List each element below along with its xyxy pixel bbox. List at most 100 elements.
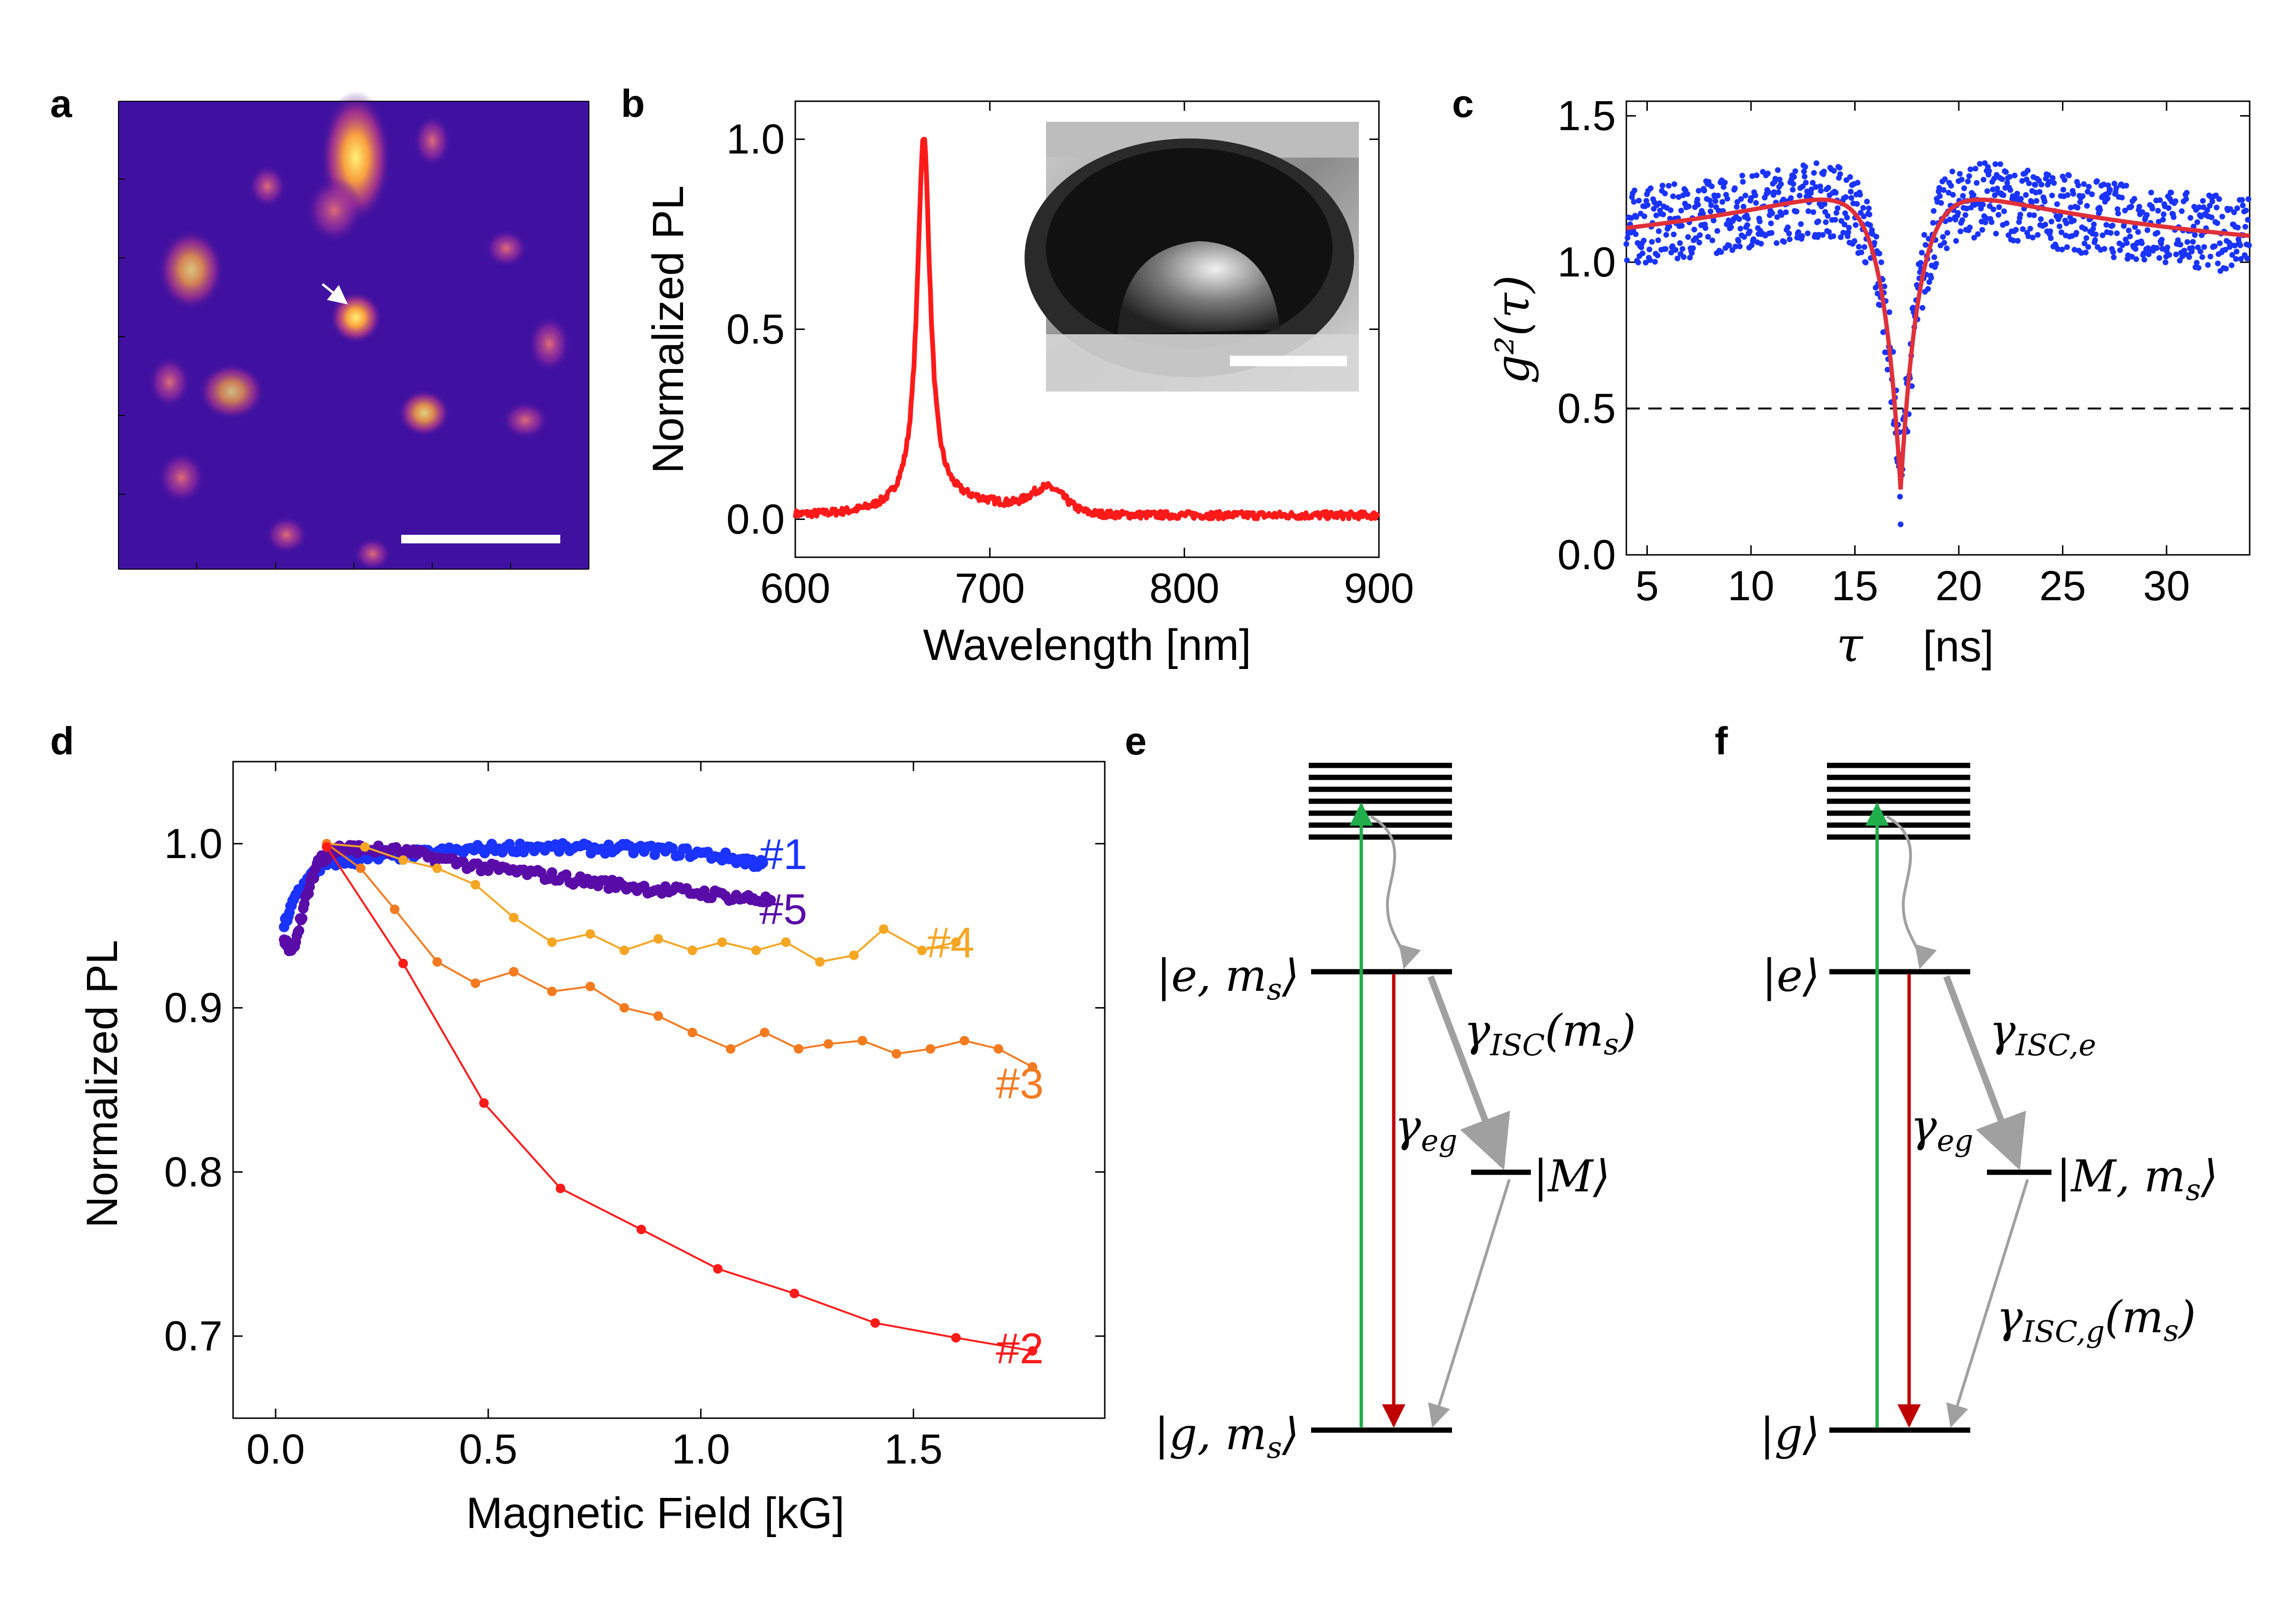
g2-point	[1726, 243, 1732, 249]
g2-point	[2178, 242, 2184, 248]
g2-point	[2081, 181, 2087, 187]
g2-point	[1631, 199, 1637, 205]
series-point	[390, 904, 400, 914]
g2-point	[1633, 231, 1639, 237]
g2-point	[1790, 187, 1796, 193]
g2-point	[1837, 165, 1843, 171]
g2-point	[1680, 192, 1686, 198]
g2-point	[1997, 161, 2003, 167]
series-point	[879, 924, 889, 934]
relaxation-arrow-e	[1370, 815, 1421, 969]
g2-point	[1652, 259, 1658, 265]
c-xtick-label: 5	[1635, 562, 1659, 609]
g2-point	[1749, 173, 1755, 179]
g2-point	[1867, 222, 1873, 228]
g2-point	[1842, 210, 1848, 216]
g2-point	[1775, 167, 1781, 173]
g2-point	[2141, 256, 2147, 263]
g2-point	[1800, 183, 1806, 190]
g2-point	[1957, 171, 1963, 177]
heatmap-spot	[198, 363, 265, 420]
g2-point	[2082, 226, 2088, 232]
g2-point	[1808, 186, 1815, 192]
g2-point	[2217, 240, 2223, 246]
g2-point	[2072, 247, 2078, 253]
g2-point	[2199, 254, 2205, 260]
g2-point	[2077, 199, 2083, 205]
g2-point	[1700, 211, 1706, 217]
g2-point	[1705, 233, 1711, 240]
g2-point	[1794, 209, 1800, 214]
heatmap-spot	[265, 516, 308, 554]
g2-point	[1817, 183, 1823, 190]
g2-point	[1777, 176, 1783, 182]
g2-point	[1922, 242, 1929, 248]
b-xtick-label: 900	[1344, 564, 1414, 612]
g2-point	[2057, 223, 2062, 230]
c-xtick-label: 20	[1935, 562, 1982, 609]
g2-point	[2068, 204, 2074, 211]
legend-series-5: #5	[759, 886, 807, 934]
series-point	[509, 967, 519, 976]
g2-point	[2031, 212, 2037, 218]
g2-point	[1825, 185, 1831, 191]
g2-point	[1810, 209, 1816, 215]
g2-point	[2058, 229, 2064, 235]
g2-point	[2148, 190, 2154, 196]
g2-point	[2119, 194, 2125, 201]
g2-point	[1744, 222, 1751, 228]
panel-label-d: d	[50, 720, 74, 763]
series-point	[687, 945, 697, 955]
panel-f-energy-diagram: |e⟩ |g⟩ |M, ms⟩ γISC,e γISC,g(ms) γeg	[1760, 763, 2218, 1460]
g2-point	[1965, 178, 1971, 184]
g2-point	[1719, 199, 1725, 205]
g2-point	[2086, 184, 2092, 190]
legend-series-2: #2	[996, 1325, 1044, 1373]
series-point	[951, 937, 961, 947]
y-axis-label-d: Normalized PL	[78, 940, 127, 1228]
g2-point	[1936, 185, 1943, 191]
axes-frame-d	[232, 761, 1106, 1419]
d-ytick-label: 0.9	[164, 984, 223, 1031]
g2-point	[2020, 226, 2026, 232]
g2-point	[1643, 260, 1649, 265]
g2-point	[1663, 246, 1669, 252]
g2-point	[2115, 211, 2121, 217]
g2-point	[1741, 234, 1747, 240]
series-point	[585, 981, 595, 991]
g2-point	[2211, 243, 2218, 249]
g2-point	[1769, 210, 1775, 216]
g2-point	[1962, 212, 1968, 218]
g2-point	[1645, 202, 1651, 208]
g2-point	[1984, 188, 1990, 194]
g2-point	[2168, 190, 2174, 196]
g2-point	[2071, 217, 2077, 223]
y-axis-label-b: Normalized PL	[644, 185, 693, 473]
g2-point	[2049, 219, 2054, 224]
g2-point	[1633, 214, 1639, 220]
g2-point	[1941, 187, 1947, 193]
g2-point	[1734, 204, 1740, 210]
g2-point	[2003, 169, 2009, 175]
g2-point	[1635, 259, 1641, 265]
b-ytick-label: 0.5	[726, 306, 785, 353]
g2-point	[1944, 245, 1950, 251]
g2-point	[2192, 232, 2198, 238]
g2-point	[1810, 180, 1816, 186]
g2-point	[1876, 251, 1882, 256]
g2-point	[2229, 252, 2235, 258]
series-point	[470, 978, 481, 988]
g2-point	[2038, 216, 2044, 222]
g2-point	[2244, 255, 2250, 262]
g2-point	[2104, 195, 2111, 202]
g2-point	[1976, 161, 1983, 167]
g2-point	[2082, 240, 2088, 246]
g2-point	[1967, 224, 1973, 231]
g2-point	[1737, 244, 1743, 249]
g2-point	[2219, 213, 2225, 220]
b-xtick-label: 700	[955, 564, 1025, 612]
g2-point	[2129, 254, 2135, 260]
g2-point	[2101, 246, 2107, 252]
g2-point	[2055, 246, 2061, 252]
